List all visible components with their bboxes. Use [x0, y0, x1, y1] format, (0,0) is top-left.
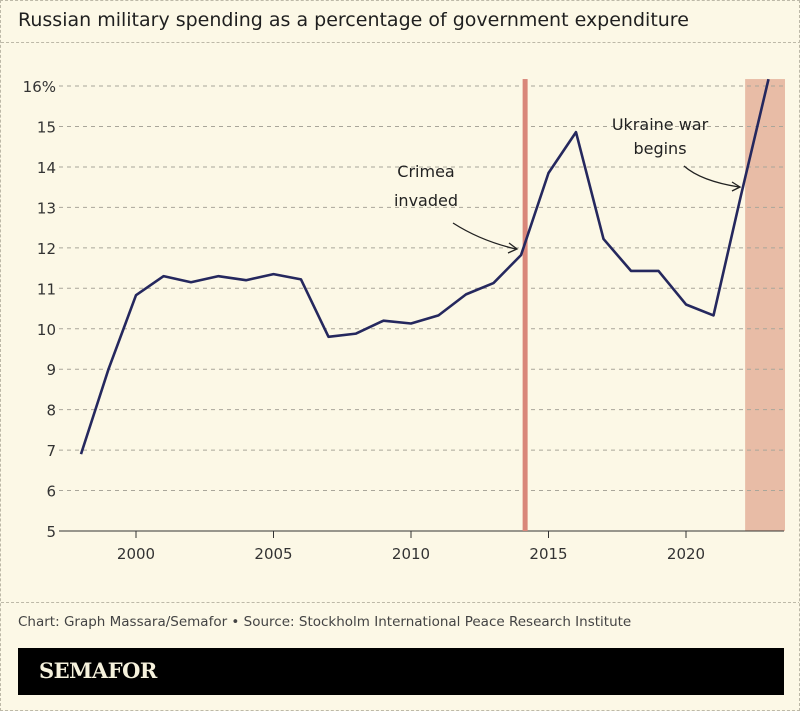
series-line — [79, 78, 770, 455]
arrow-head — [507, 242, 519, 254]
x-tick-label: 2015 — [529, 545, 567, 563]
arrow-head — [731, 181, 742, 192]
brand-bar: SEMAFOR — [18, 648, 784, 695]
x-tick-label: 2010 — [392, 545, 430, 563]
y-tick-label: 16% — [23, 78, 56, 96]
y-tick-label: 13 — [37, 199, 56, 217]
y-tick-label: 10 — [37, 321, 56, 339]
y-tick-label: 15 — [37, 119, 56, 137]
line-chart: 5 6 7 8 9 10 11 12 13 14 15 16% 2000 2005 2010 2015 2020… — [23, 78, 785, 563]
annotation-ukraine: begins — [633, 139, 686, 158]
divider — [1, 602, 799, 603]
x-tick-label: 2020 — [667, 545, 705, 563]
y-tick-label: 7 — [46, 442, 56, 460]
y-tick-label: 11 — [37, 280, 56, 298]
y-tick-label: 14 — [37, 159, 56, 177]
divider — [1, 42, 799, 43]
source-note: Chart: Graph Massara/Semafor • Source: S… — [18, 614, 632, 630]
semafor-logo: SEMAFOR — [39, 658, 157, 683]
chart-title: Russian military spending as a percentag… — [18, 9, 689, 31]
crimea-event-line — [522, 79, 528, 532]
annotation-crimea: Crimea — [397, 162, 454, 181]
annotation-ukraine: Ukraine war — [612, 115, 709, 134]
y-tick-label: 6 — [46, 483, 56, 501]
arrow-crimea — [452, 222, 517, 250]
y-tick-label: 12 — [37, 240, 56, 258]
arrow-ukraine — [683, 165, 740, 188]
x-tick-label: 2000 — [117, 545, 155, 563]
y-tick-label: 5 — [46, 523, 56, 541]
x-tick-label: 2005 — [254, 545, 292, 563]
y-tick-label: 9 — [46, 361, 56, 379]
y-tick-label: 8 — [46, 402, 56, 420]
war-shaded-band — [745, 79, 785, 532]
annotation-crimea: invaded — [394, 191, 458, 210]
